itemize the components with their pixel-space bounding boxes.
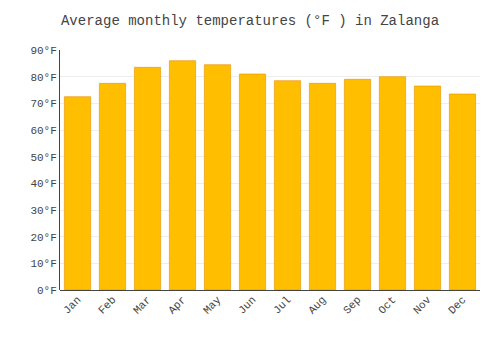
svg-text:80°F: 80°F bbox=[30, 72, 56, 84]
svg-text:40°F: 40°F bbox=[30, 178, 56, 190]
svg-text:90°F: 90°F bbox=[30, 45, 56, 57]
svg-text:Jun: Jun bbox=[236, 294, 258, 316]
svg-text:70°F: 70°F bbox=[30, 98, 56, 110]
svg-text:50°F: 50°F bbox=[30, 152, 56, 164]
svg-text:Feb: Feb bbox=[96, 294, 118, 316]
svg-text:Apr: Apr bbox=[166, 294, 188, 316]
svg-text:May: May bbox=[201, 294, 224, 317]
svg-text:0°F: 0°F bbox=[37, 285, 57, 297]
svg-text:Dec: Dec bbox=[446, 294, 468, 316]
svg-text:10°F: 10°F bbox=[30, 258, 56, 270]
svg-text:Jan: Jan bbox=[61, 294, 83, 316]
svg-text:30°F: 30°F bbox=[30, 205, 56, 217]
svg-text:Sep: Sep bbox=[341, 294, 363, 316]
svg-text:60°F: 60°F bbox=[30, 125, 56, 137]
svg-text:Average monthly temperatures (: Average monthly temperatures (°F ) in Za… bbox=[61, 13, 439, 29]
svg-text:Mar: Mar bbox=[131, 294, 153, 316]
svg-text:Nov: Nov bbox=[411, 294, 434, 317]
svg-text:20°F: 20°F bbox=[30, 232, 56, 244]
svg-text:Aug: Aug bbox=[306, 294, 328, 316]
svg-text:Jul: Jul bbox=[271, 294, 293, 316]
svg-text:Oct: Oct bbox=[376, 294, 398, 316]
